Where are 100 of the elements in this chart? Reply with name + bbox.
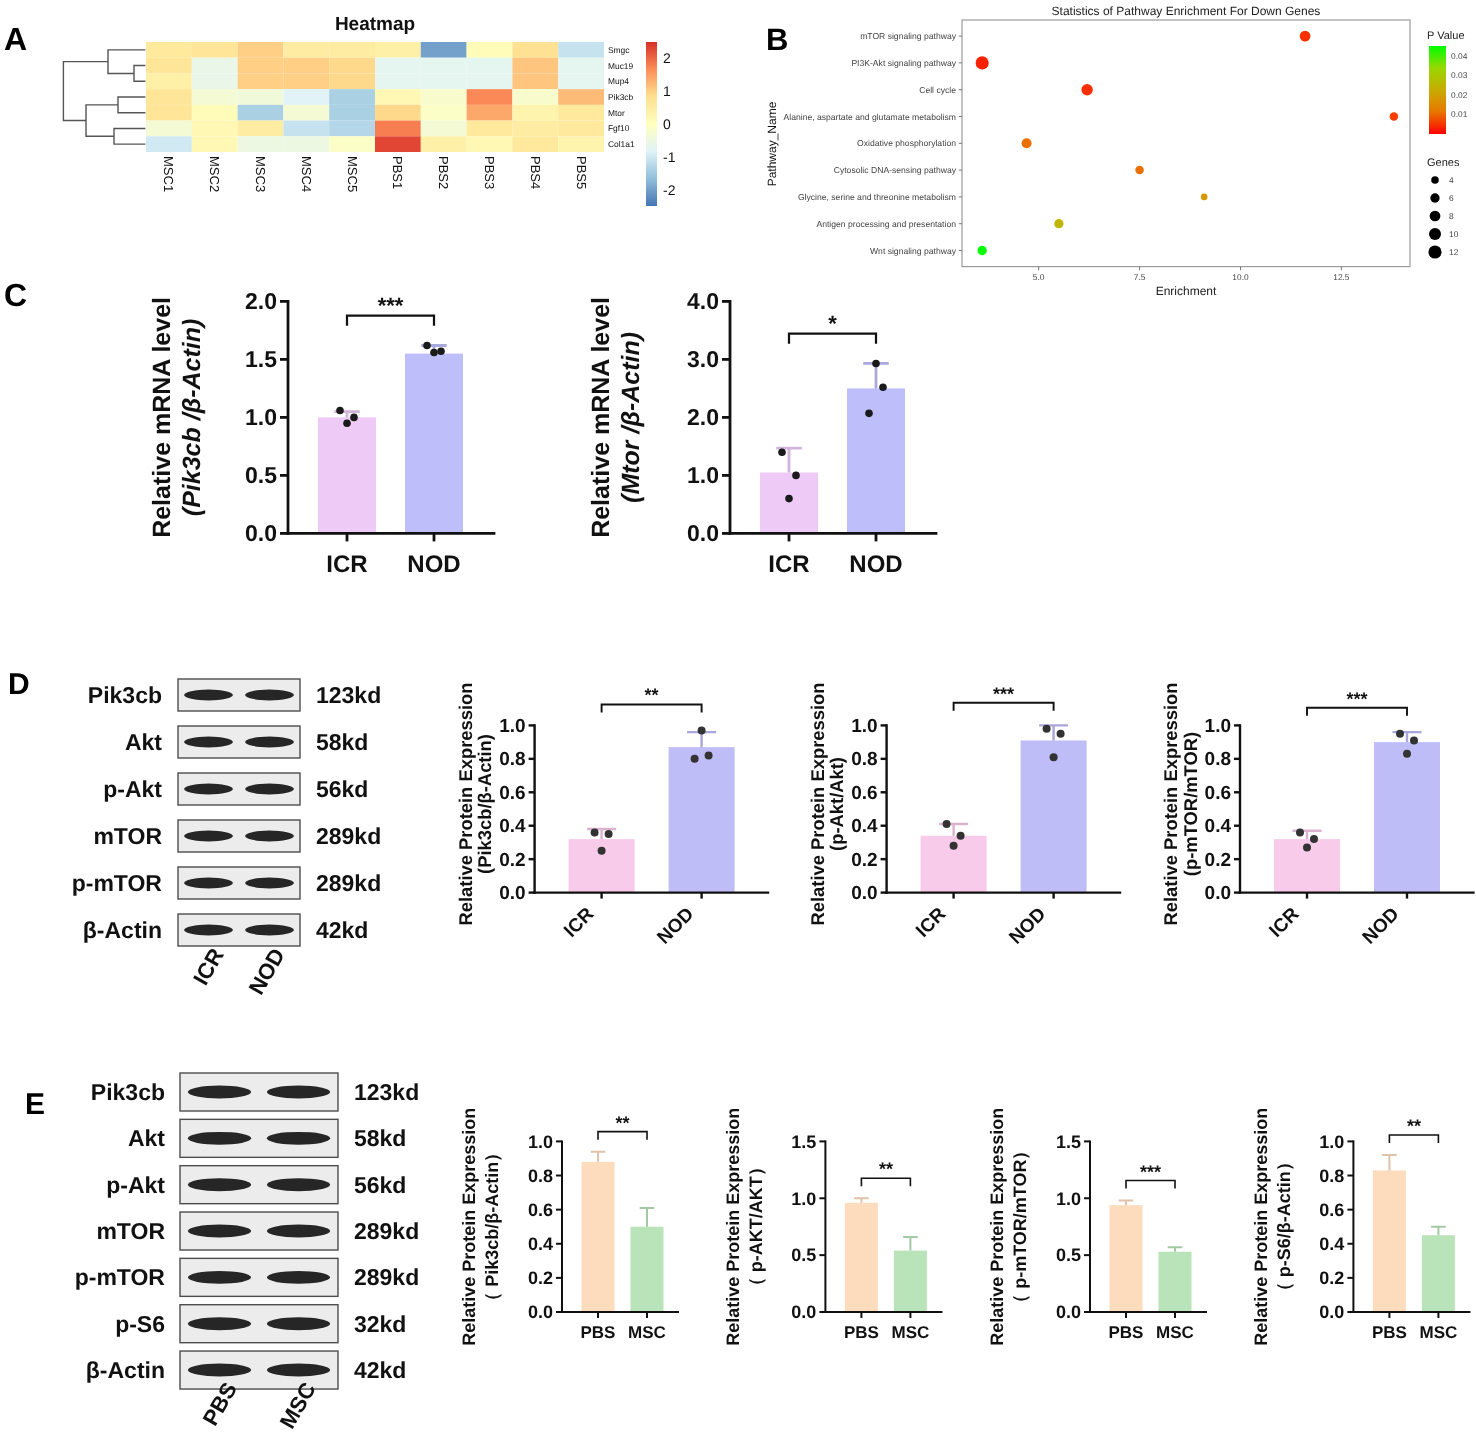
x-tick-label: MSC bbox=[1156, 1322, 1194, 1342]
y-tick-label: 0.4 bbox=[851, 816, 880, 839]
text: A bbox=[4, 24, 28, 58]
y-tick-label: 0.2 bbox=[851, 849, 878, 872]
category-label: mTOR bbox=[93, 826, 162, 851]
y-axis-title: Relative Protein Expression (p-mTOR/mTOR) bbox=[1161, 681, 1201, 926]
text: D bbox=[8, 668, 30, 702]
category-label: Akt bbox=[127, 1128, 165, 1153]
y-tick-label: 0.0 bbox=[1204, 883, 1231, 906]
y-tick-label: 0.8 bbox=[1204, 749, 1231, 772]
y-tick-label: 0.6 bbox=[527, 1199, 553, 1220]
chart-title: Heatmap bbox=[334, 14, 416, 36]
text: E bbox=[25, 1088, 46, 1122]
y-tick-label: 0.0 bbox=[687, 523, 719, 548]
y-tick-label: 2.0 bbox=[245, 291, 277, 316]
y-tick-label: 0.2 bbox=[1204, 849, 1231, 872]
y-tick-label: 1.0 bbox=[1204, 716, 1231, 739]
category-label: 56kd bbox=[354, 1174, 407, 1199]
y-tick-label: 0.8 bbox=[1319, 1165, 1345, 1186]
category-label: β-Actin bbox=[82, 920, 162, 945]
y-axis-title: Relative mRNA level (Mtor /β-Actin) bbox=[586, 296, 645, 538]
annotation: *** bbox=[377, 294, 405, 319]
y-tick-label: 0.2 bbox=[1319, 1268, 1345, 1289]
category-label: p-Akt bbox=[106, 1174, 165, 1199]
y-tick-label: 0.0 bbox=[851, 883, 878, 906]
y-tick-label: 1.5 bbox=[245, 349, 279, 374]
category-label: Pik3cb bbox=[87, 685, 162, 710]
category-label: Pik3cb bbox=[90, 1082, 165, 1107]
category-label: ICR bbox=[189, 944, 230, 990]
y-tick-label: 1.0 bbox=[851, 716, 878, 739]
category-label: 42kd bbox=[316, 920, 369, 945]
y-tick-label: 0.0 bbox=[1319, 1302, 1345, 1323]
y-tick-label: 0.6 bbox=[1319, 1199, 1345, 1220]
y-tick-label: 1.0 bbox=[499, 716, 526, 739]
y-axis-title: Relative Protein Expression （ Pik3cb/β-Actin） bbox=[459, 1107, 503, 1346]
y-tick-label: 0.4 bbox=[1319, 1234, 1345, 1255]
y-tick-label: 0.8 bbox=[851, 749, 878, 772]
category-label: mTOR bbox=[96, 1221, 165, 1246]
text: *** bbox=[1346, 688, 1369, 709]
y-tick-label: 1.0 bbox=[1055, 1188, 1081, 1209]
category-label: 56kd bbox=[316, 779, 369, 804]
text: *** bbox=[993, 683, 1016, 704]
text: C bbox=[4, 280, 28, 314]
y-axis-title: Relative Protein Expression （ p-AKT/AKT） bbox=[722, 1107, 766, 1346]
y-tick-label: 3.0 bbox=[687, 349, 719, 374]
y-tick-label: 0.0 bbox=[245, 523, 277, 548]
category-label: p-S6 bbox=[115, 1313, 165, 1338]
x-tick-label: ICR bbox=[326, 550, 369, 578]
y-tick-label: 2.0 bbox=[687, 407, 719, 432]
y-axis-title: Relative Protein Expression (Pik3cb/β-Actin) bbox=[455, 681, 496, 926]
category-label: 58kd bbox=[316, 732, 369, 757]
category-label: 289kd bbox=[354, 1221, 420, 1246]
y-tick-label: 1.5 bbox=[1055, 1131, 1081, 1152]
category-label: 289kd bbox=[316, 826, 382, 851]
y-axis-title: Relative Protein Expression (p-Akt/Akt) bbox=[807, 681, 848, 926]
y-tick-label: 1.0 bbox=[791, 1188, 817, 1209]
y-tick-label: 1.0 bbox=[1319, 1131, 1345, 1152]
category-label: 289kd bbox=[354, 1267, 420, 1292]
category-label: 289kd bbox=[316, 873, 382, 898]
y-tick-label: 1.0 bbox=[245, 407, 277, 432]
x-tick-label: NOD bbox=[849, 550, 904, 578]
y-tick-label: 0.0 bbox=[1055, 1302, 1081, 1323]
y-tick-label: 0.6 bbox=[851, 782, 878, 805]
x-tick-label: PBS bbox=[843, 1322, 880, 1342]
y-tick-label: 4.0 bbox=[687, 291, 719, 316]
annotation: *** bbox=[1139, 1161, 1162, 1182]
y-tick-label: 1.5 bbox=[791, 1131, 817, 1152]
y-tick-label: 0.0 bbox=[499, 883, 526, 906]
text: ** bbox=[615, 1112, 631, 1133]
y-tick-label: 0.2 bbox=[527, 1268, 553, 1289]
category-label: 32kd bbox=[354, 1313, 407, 1338]
category-label: 42kd bbox=[354, 1360, 407, 1385]
category-label: 123kd bbox=[316, 685, 382, 710]
y-tick-label: 0.4 bbox=[1204, 816, 1233, 839]
y-tick-label: 1.0 bbox=[527, 1131, 553, 1152]
text: ** bbox=[644, 685, 660, 706]
y-tick-label: 0.5 bbox=[1055, 1245, 1081, 1266]
x-tick-label: ICR bbox=[1265, 903, 1305, 943]
y-tick-label: 0.5 bbox=[791, 1245, 817, 1266]
category-label: p-mTOR bbox=[74, 1267, 165, 1292]
category-label: β-Actin bbox=[85, 1360, 165, 1385]
category-label: 58kd bbox=[354, 1128, 407, 1153]
x-tick-label: ICR bbox=[560, 903, 600, 943]
y-tick-label: 0.5 bbox=[245, 465, 279, 490]
x-tick-label: NOD bbox=[407, 550, 462, 578]
y-tick-label: 1.0 bbox=[687, 465, 719, 490]
y-tick-label: 0.6 bbox=[499, 782, 526, 805]
x-tick-label: MSC bbox=[891, 1322, 930, 1342]
category-label: p-mTOR bbox=[71, 873, 162, 898]
category-label: p-Akt bbox=[103, 779, 162, 804]
y-axis-title: Relative Protein Expression （ p-S6/β-Actin） bbox=[1250, 1107, 1294, 1346]
x-tick-label: PBS bbox=[1108, 1322, 1145, 1342]
y-tick-label: 0.8 bbox=[499, 749, 526, 772]
category-label: 123kd bbox=[354, 1082, 420, 1107]
annotation: ** bbox=[878, 1159, 894, 1180]
category-label: Akt bbox=[124, 732, 162, 757]
x-tick-label: MSC bbox=[628, 1322, 666, 1342]
x-tick-label: ICR bbox=[912, 903, 952, 943]
y-tick-label: 0.8 bbox=[527, 1165, 553, 1186]
text: B bbox=[766, 24, 789, 58]
